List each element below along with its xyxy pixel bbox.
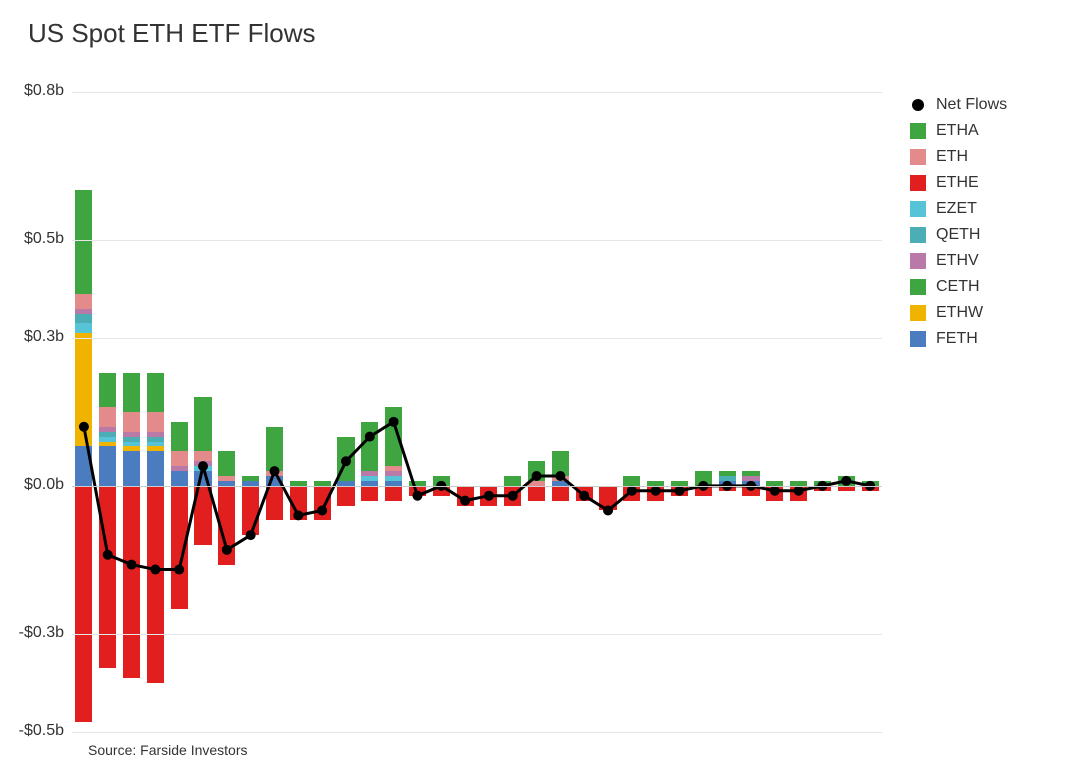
legend-label: ETHE: [936, 174, 979, 192]
y-tick-label: -$0.5b: [0, 722, 64, 740]
legend-label: FETH: [936, 330, 978, 348]
legend-marker-net-icon: [910, 97, 926, 113]
net-flows-marker: [293, 510, 303, 520]
plot-area: [72, 92, 882, 732]
net-flows-marker: [675, 486, 685, 496]
net-flows-marker: [532, 471, 542, 481]
legend-item-ethw: ETHW: [910, 300, 1007, 326]
y-tick-label: $0.5b: [0, 230, 64, 248]
legend-label: QETH: [936, 226, 980, 244]
net-flows-marker: [555, 471, 565, 481]
legend-swatch-ceth-icon: [910, 279, 926, 295]
legend-item-net: Net Flows: [910, 92, 1007, 118]
legend-swatch-etha-icon: [910, 123, 926, 139]
net-flows-marker: [651, 486, 661, 496]
legend-label: EZET: [936, 200, 977, 218]
net-flows-marker: [198, 461, 208, 471]
legend-item-ethe: ETHE: [910, 170, 1007, 196]
net-flows-marker: [508, 491, 518, 501]
net-flows-marker: [150, 565, 160, 575]
gridline: [72, 486, 882, 487]
legend-item-ceth: CETH: [910, 274, 1007, 300]
y-tick-label: $0.3b: [0, 328, 64, 346]
net-flows-marker: [222, 545, 232, 555]
legend-item-ethv: ETHV: [910, 248, 1007, 274]
net-flows-marker: [127, 560, 137, 570]
gridline: [72, 338, 882, 339]
net-flows-marker: [484, 491, 494, 501]
net-flows-marker: [270, 466, 280, 476]
net-flows-marker: [341, 456, 351, 466]
net-flows-marker: [627, 486, 637, 496]
net-flows-marker: [460, 496, 470, 506]
source-note: Source: Farside Investors: [88, 742, 248, 758]
legend-swatch-ethe-icon: [910, 175, 926, 191]
legend-swatch-ezet-icon: [910, 201, 926, 217]
net-flows-marker: [412, 491, 422, 501]
gridline: [72, 92, 882, 93]
legend-swatch-ethw-icon: [910, 305, 926, 321]
net-flows-marker: [794, 486, 804, 496]
legend: Net Flows ETHA ETH ETHE EZET QETH ETHV CETH ETHW…: [910, 92, 1007, 352]
gridline: [72, 634, 882, 635]
legend-item-feth: FETH: [910, 326, 1007, 352]
net-flows-line-layer: [72, 92, 882, 732]
legend-label: ETHA: [936, 122, 979, 140]
legend-swatch-eth-icon: [910, 149, 926, 165]
chart-container: US Spot ETH ETF Flows $0.8b $0.5b $0.3b $0.…: [0, 0, 1067, 780]
net-flows-marker: [365, 432, 375, 442]
net-flows-marker: [579, 491, 589, 501]
gridline: [72, 240, 882, 241]
y-tick-label: -$0.3b: [0, 624, 64, 642]
legend-item-eth: ETH: [910, 144, 1007, 170]
legend-item-qeth: QETH: [910, 222, 1007, 248]
legend-swatch-ethv-icon: [910, 253, 926, 269]
net-flows-marker: [246, 530, 256, 540]
chart-title: US Spot ETH ETF Flows: [28, 18, 316, 49]
legend-item-etha: ETHA: [910, 118, 1007, 144]
net-flows-marker: [174, 565, 184, 575]
legend-label: ETHV: [936, 252, 979, 270]
legend-label: ETHW: [936, 304, 983, 322]
y-tick-label: $0.8b: [0, 82, 64, 100]
net-flows-marker: [317, 505, 327, 515]
net-flows-line: [84, 422, 870, 570]
legend-swatch-qeth-icon: [910, 227, 926, 243]
net-flows-marker: [603, 505, 613, 515]
legend-swatch-feth-icon: [910, 331, 926, 347]
net-flows-marker: [79, 422, 89, 432]
net-flows-marker: [103, 550, 113, 560]
legend-label: Net Flows: [936, 96, 1007, 114]
net-flows-marker: [770, 486, 780, 496]
legend-label: ETH: [936, 148, 968, 166]
legend-label: CETH: [936, 278, 980, 296]
legend-item-ezet: EZET: [910, 196, 1007, 222]
net-flows-marker: [841, 476, 851, 486]
y-tick-label: $0.0b: [0, 476, 64, 494]
gridline: [72, 732, 882, 733]
net-flows-marker: [389, 417, 399, 427]
